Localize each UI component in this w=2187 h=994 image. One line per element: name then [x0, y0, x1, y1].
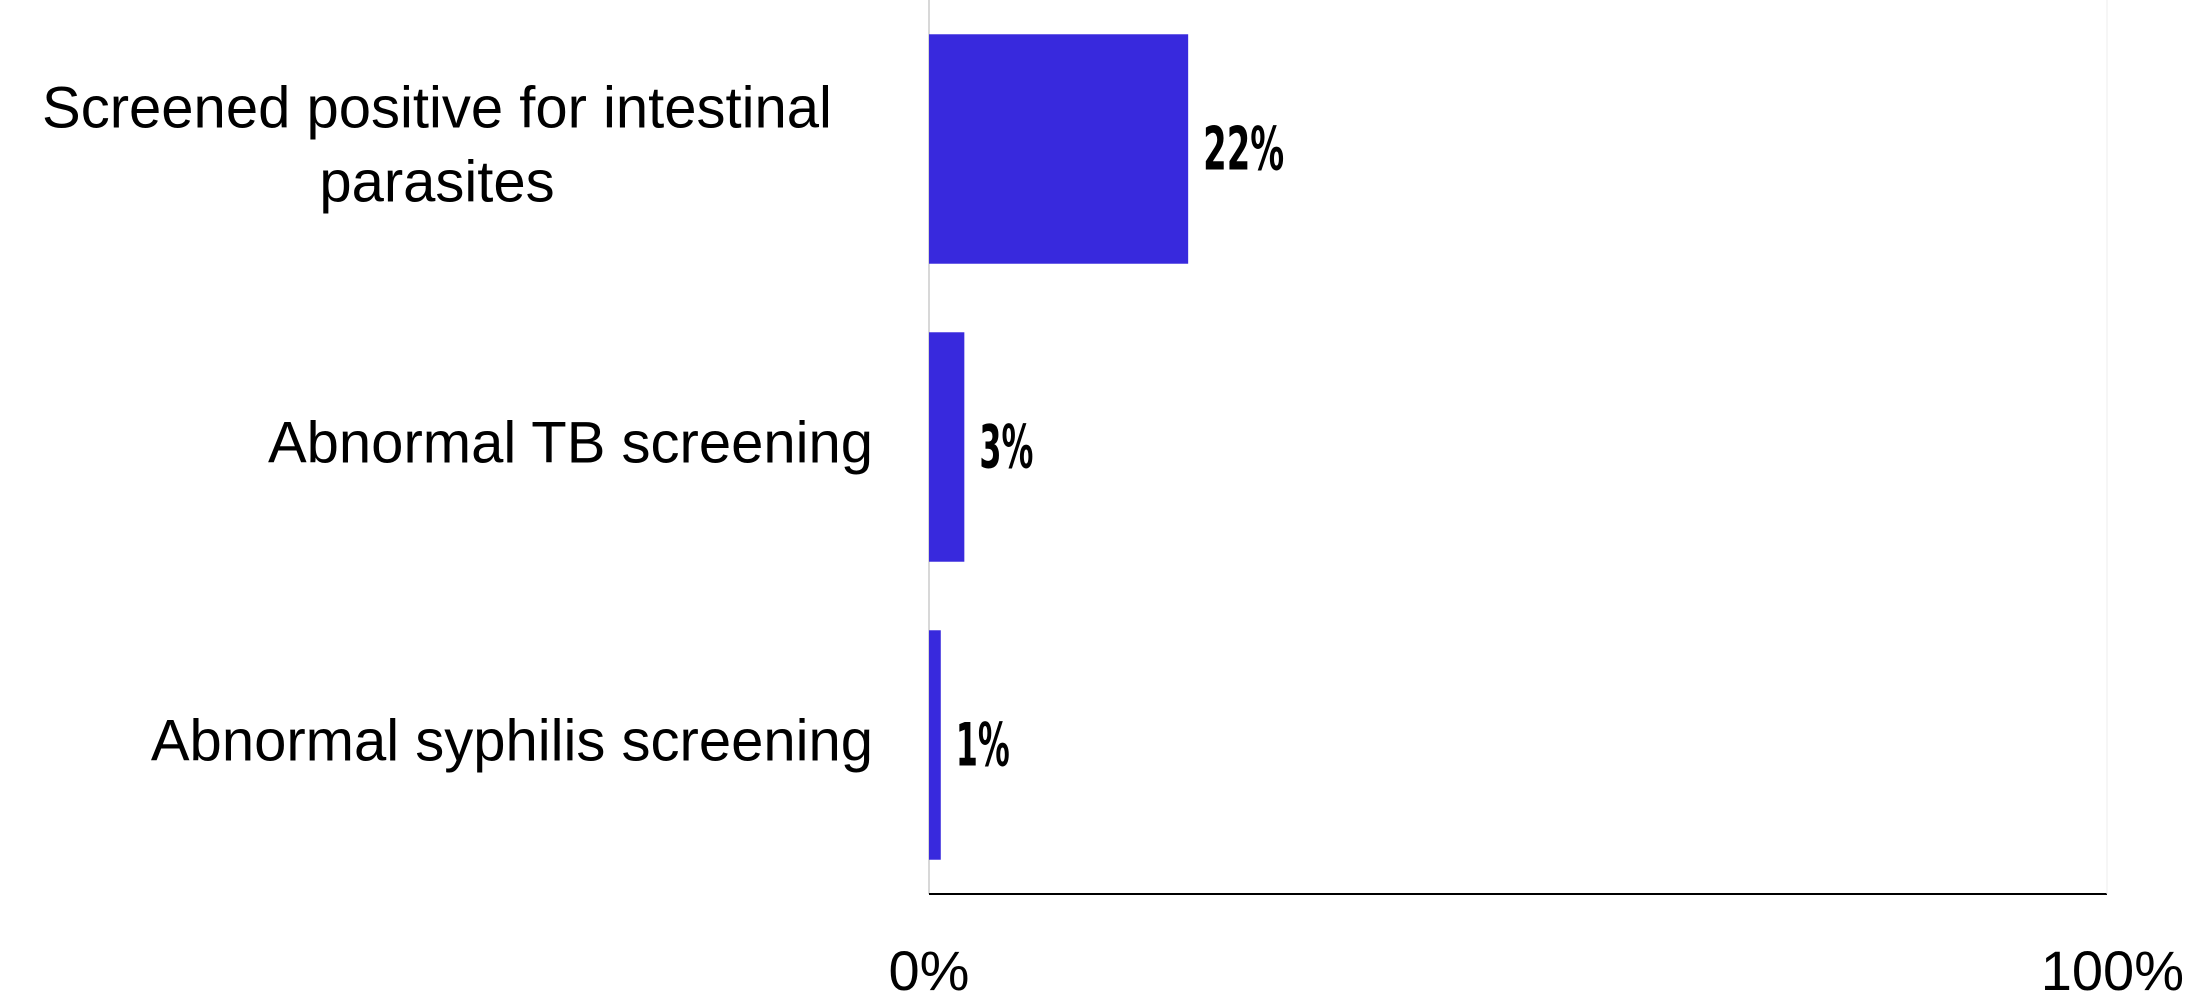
- bar: [929, 332, 964, 561]
- bar: [929, 630, 941, 859]
- category-labels: Screened positive for intestinal parasite…: [42, 75, 873, 773]
- x-tick-labels: 0% 100%: [889, 939, 2184, 994]
- value-label: 1%: [956, 711, 1010, 781]
- x-tick-label: 100%: [2041, 939, 2184, 994]
- category-label: Screened positive for intestinal parasite…: [42, 75, 832, 214]
- category-label: Abnormal TB screening: [268, 410, 873, 475]
- value-label: 22%: [1203, 115, 1284, 185]
- bar: [929, 34, 1188, 263]
- x-tick-label: 0%: [889, 939, 970, 994]
- category-label: Abnormal syphilis screening: [151, 708, 873, 773]
- value-label: 3%: [979, 413, 1033, 483]
